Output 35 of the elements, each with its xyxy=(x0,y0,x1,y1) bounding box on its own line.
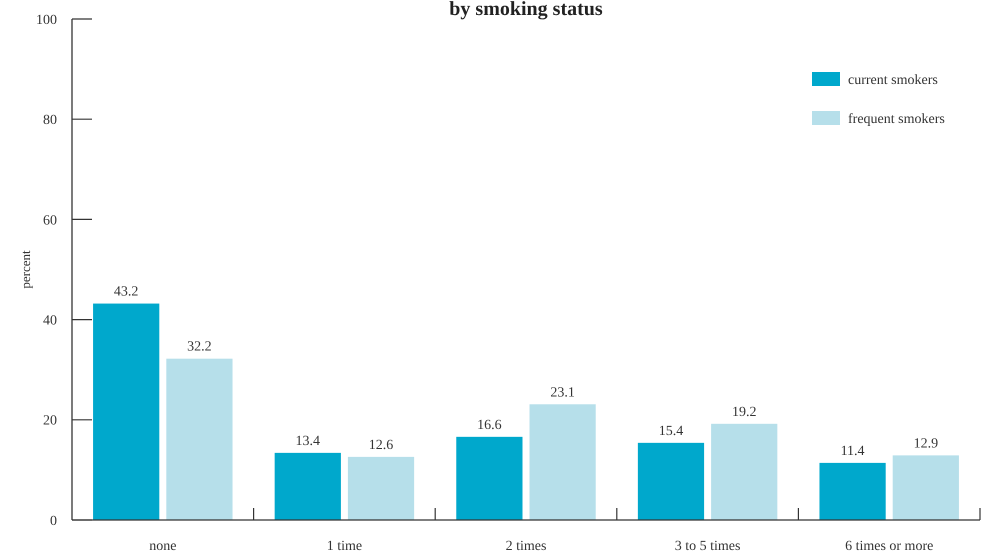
data-label: 43.2 xyxy=(114,284,138,300)
data-label: 12.9 xyxy=(914,436,938,452)
y-tick-label: 80 xyxy=(43,113,57,128)
bar xyxy=(93,304,160,520)
bar xyxy=(166,358,233,520)
legend-label: current smokers xyxy=(848,72,938,88)
x-tick-label: none xyxy=(149,539,176,554)
data-label: 23.1 xyxy=(550,385,575,400)
bar xyxy=(274,452,341,520)
data-label: 15.4 xyxy=(658,424,684,439)
data-label: 32.2 xyxy=(187,340,212,355)
data-label: 16.6 xyxy=(477,418,502,433)
x-tick-label: 3 to 5 times xyxy=(674,539,740,554)
bar xyxy=(711,424,778,520)
data-label: 12.6 xyxy=(368,438,394,453)
y-tick-label: 60 xyxy=(43,213,57,228)
data-label: 13.4 xyxy=(296,434,320,449)
y-tick-label: 0 xyxy=(50,514,57,529)
data-label: 11.4 xyxy=(840,444,865,459)
y-tick-label: 40 xyxy=(43,314,57,328)
bar xyxy=(819,462,886,520)
x-tick-label: 6 times or more xyxy=(845,539,934,554)
bar xyxy=(892,455,959,520)
x-tick-label: 1 time xyxy=(326,539,362,554)
legend-label: frequent smokers xyxy=(848,112,945,127)
y-tick-label: 100 xyxy=(36,12,57,28)
bar xyxy=(456,436,522,520)
data-label: 19.2 xyxy=(732,404,756,420)
chart-title: by smoking status xyxy=(449,0,603,20)
y-axis-title: percent xyxy=(18,250,33,289)
bar xyxy=(348,456,414,520)
y-tick-label: 20 xyxy=(43,414,57,429)
bar xyxy=(638,442,704,520)
bar xyxy=(530,404,596,520)
x-tick-label: 2 times xyxy=(506,539,546,554)
